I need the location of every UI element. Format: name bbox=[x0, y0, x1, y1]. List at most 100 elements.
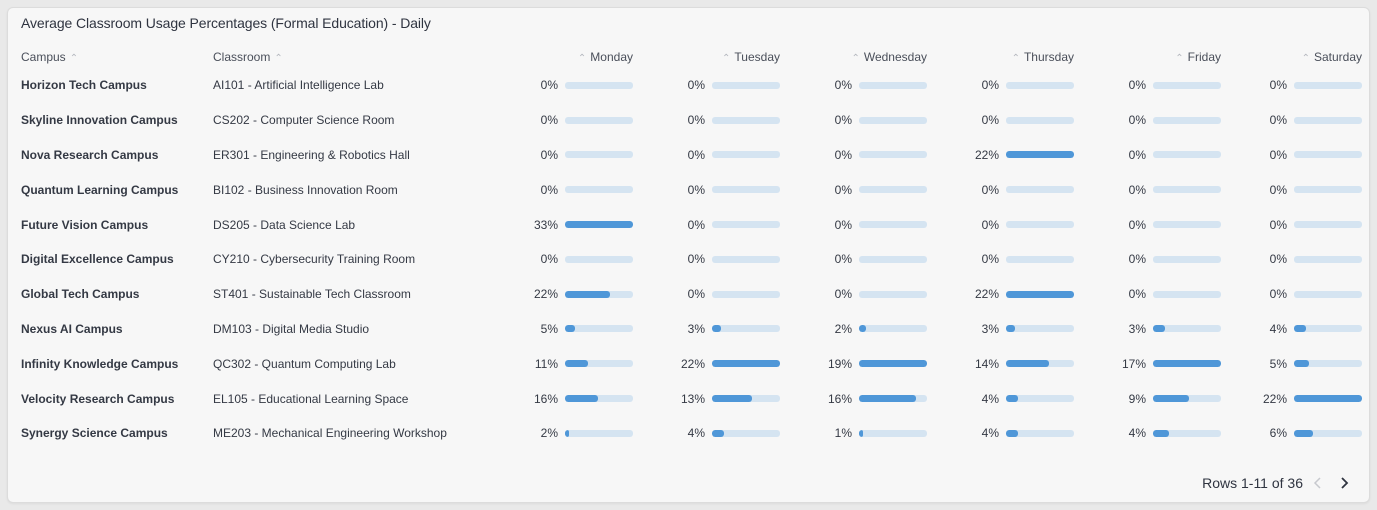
column-header-saturday[interactable]: ⌃ Saturday bbox=[1221, 46, 1362, 68]
usage-cell-content: 16% bbox=[780, 392, 927, 406]
usage-percent: 4% bbox=[687, 426, 705, 441]
column-header-monday[interactable]: ⌃ Monday bbox=[509, 46, 633, 68]
usage-cell: 0% bbox=[1074, 68, 1221, 103]
usage-bar-fill bbox=[1153, 395, 1189, 403]
usage-cell-content: 0% bbox=[1074, 148, 1221, 162]
usage-cell-content: 2% bbox=[509, 426, 633, 440]
usage-percent: 0% bbox=[540, 182, 558, 197]
usage-cell: 0% bbox=[509, 172, 633, 207]
usage-cell-content: 0% bbox=[1221, 113, 1362, 127]
usage-percent: 0% bbox=[687, 147, 705, 162]
sort-arrow-up-icon: ⌃ bbox=[274, 53, 283, 64]
campus-cell: Global Tech Campus bbox=[21, 287, 140, 302]
column-header-tuesday[interactable]: ⌃ Tuesday bbox=[633, 46, 780, 68]
usage-cell-content: 3% bbox=[633, 322, 780, 336]
usage-bar-track bbox=[1153, 429, 1221, 437]
usage-percent: 0% bbox=[1269, 147, 1287, 162]
usage-cell-content: 3% bbox=[927, 322, 1074, 336]
usage-cell-content: 0% bbox=[1221, 148, 1362, 162]
usage-cell-content: 16% bbox=[509, 392, 633, 406]
usage-bar-track bbox=[1006, 81, 1074, 89]
usage-cell: 5% bbox=[1221, 346, 1362, 381]
usage-bar-track bbox=[1153, 151, 1221, 159]
usage-bar-fill bbox=[1153, 360, 1221, 368]
usage-percent: 0% bbox=[834, 217, 852, 232]
usage-bar-track bbox=[712, 255, 780, 263]
usage-bar-track bbox=[1153, 290, 1221, 298]
usage-percent: 3% bbox=[981, 321, 999, 336]
usage-cell-content: 0% bbox=[1074, 113, 1221, 127]
classroom-cell: DM103 - Digital Media Studio bbox=[213, 321, 370, 336]
table-row: Synergy Science Campus ME203 - Mechanical… bbox=[21, 416, 1362, 451]
usage-bar-track bbox=[712, 221, 780, 229]
usage-bar-track bbox=[1294, 221, 1362, 229]
usage-bar-track bbox=[565, 325, 633, 333]
usage-cell: 0% bbox=[1221, 207, 1362, 242]
column-header-label: Saturday bbox=[1313, 50, 1362, 64]
column-header-label: Monday bbox=[590, 50, 633, 64]
usage-bar-track bbox=[565, 81, 633, 89]
usage-bar-track bbox=[712, 81, 780, 89]
usage-cell-content: 22% bbox=[633, 357, 780, 371]
usage-cell-content: 4% bbox=[927, 392, 1074, 406]
usage-percent: 0% bbox=[687, 78, 705, 93]
usage-bar-track bbox=[1006, 255, 1074, 263]
column-header-wednesday[interactable]: ⌃ Wednesday bbox=[780, 46, 927, 68]
usage-cell: 0% bbox=[1074, 103, 1221, 138]
usage-percent: 0% bbox=[1128, 182, 1146, 197]
table-row: Infinity Knowledge Campus QC302 - Quantum… bbox=[21, 346, 1362, 381]
classroom-cell: BI102 - Business Innovation Room bbox=[213, 182, 398, 197]
column-header-thursday[interactable]: ⌃ Thursday bbox=[927, 46, 1074, 68]
table-row: Future Vision Campus DS205 - Data Science… bbox=[21, 207, 1362, 242]
column-header-label: Classroom bbox=[213, 50, 271, 64]
usage-bar-track bbox=[1006, 395, 1074, 403]
usage-bar-fill bbox=[712, 395, 753, 403]
column-header-classroom[interactable]: Classroom ⌃ bbox=[213, 46, 509, 68]
usage-percent: 0% bbox=[981, 182, 999, 197]
column-header-friday[interactable]: ⌃ Friday bbox=[1074, 46, 1221, 68]
usage-bar-track bbox=[859, 429, 927, 437]
usage-bar-fill bbox=[565, 325, 576, 333]
classroom-cell: ST401 - Sustainable Tech Classroom bbox=[213, 287, 411, 302]
column-header-campus[interactable]: Campus ⌃ bbox=[21, 46, 213, 68]
usage-percent: 0% bbox=[1269, 287, 1287, 302]
usage-percent: 22% bbox=[974, 147, 999, 162]
usage-cell-content: 0% bbox=[927, 252, 1074, 266]
usage-cell: 2% bbox=[780, 312, 927, 347]
usage-bar-track bbox=[1153, 186, 1221, 194]
usage-percent: 0% bbox=[834, 78, 852, 93]
usage-bar-track bbox=[712, 325, 780, 333]
usage-percent: 0% bbox=[1128, 113, 1146, 128]
classroom-cell: AI101 - Artificial Intelligence Lab bbox=[213, 78, 384, 93]
usage-percent: 0% bbox=[687, 182, 705, 197]
chevron-right-icon[interactable] bbox=[1333, 473, 1355, 493]
chevron-left-icon[interactable] bbox=[1307, 473, 1329, 493]
usage-cell-content: 0% bbox=[633, 287, 780, 301]
usage-cell-content: 0% bbox=[509, 113, 633, 127]
campus-cell: Horizon Tech Campus bbox=[21, 78, 147, 93]
usage-cell-content: 17% bbox=[1074, 357, 1221, 371]
usage-cell-content: 0% bbox=[633, 148, 780, 162]
sort-arrow-up-icon: ⌃ bbox=[1175, 53, 1184, 64]
usage-percent: 4% bbox=[981, 426, 999, 441]
usage-percent: 17% bbox=[1121, 356, 1146, 371]
usage-cell: 0% bbox=[1074, 277, 1221, 312]
usage-percent: 0% bbox=[1128, 252, 1146, 267]
usage-cell: 0% bbox=[780, 207, 927, 242]
usage-cell-content: 0% bbox=[927, 78, 1074, 92]
usage-cell-content: 0% bbox=[633, 183, 780, 197]
usage-percent: 0% bbox=[834, 287, 852, 302]
usage-bar-track bbox=[859, 395, 927, 403]
campus-cell: Nexus AI Campus bbox=[21, 321, 123, 336]
usage-percent: 13% bbox=[680, 391, 705, 406]
usage-percent: 3% bbox=[1128, 321, 1146, 336]
usage-bar-track bbox=[1294, 81, 1362, 89]
usage-cell: 0% bbox=[633, 207, 780, 242]
usage-percent: 4% bbox=[1269, 321, 1287, 336]
usage-percent: 22% bbox=[974, 287, 999, 302]
usage-percent: 3% bbox=[687, 321, 705, 336]
usage-percent: 22% bbox=[533, 287, 558, 302]
usage-cell: 0% bbox=[509, 103, 633, 138]
usage-percent: 11% bbox=[534, 356, 558, 371]
usage-percent: 0% bbox=[1269, 182, 1287, 197]
